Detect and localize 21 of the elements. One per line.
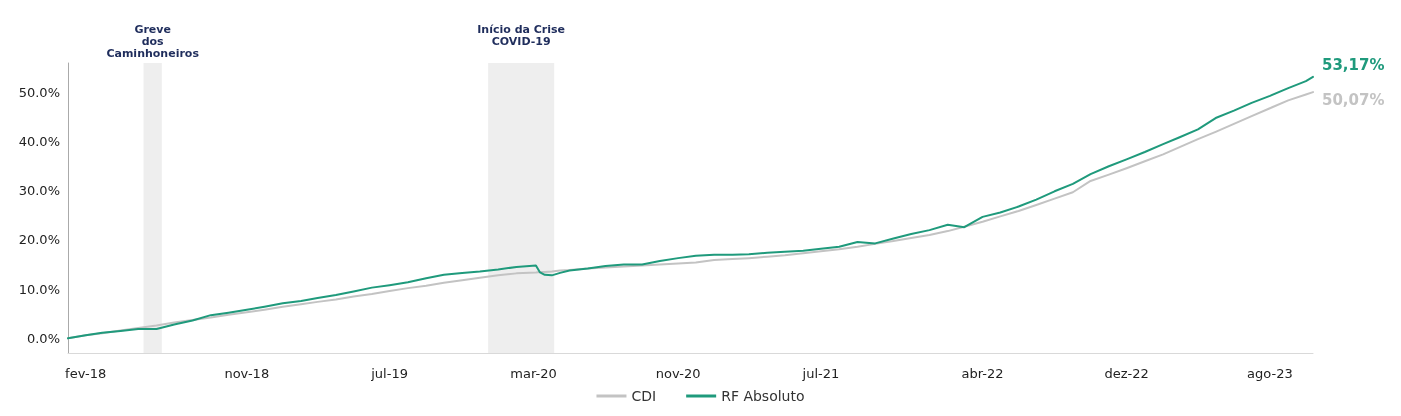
legend-label: RF Absoluto: [721, 388, 805, 404]
x-tick-label: abr-22: [961, 366, 1004, 381]
x-tick-label: jul-19: [370, 366, 408, 381]
y-tick-label: 50.0%: [18, 84, 60, 100]
y-tick-label: 0.0%: [26, 330, 60, 346]
band-label: Início da Crise COVID-19: [477, 22, 566, 48]
x-tick-label: nov-18: [224, 366, 270, 381]
x-tick-label: ago-23: [1247, 366, 1293, 381]
x-tick-label: jul-21: [801, 366, 840, 381]
data-label: 50,07%: [1322, 91, 1385, 110]
y-tick-label: 10.0%: [18, 281, 60, 297]
y-tick-label: 30.0%: [18, 183, 60, 199]
x-tick-label: mar-20: [510, 366, 557, 381]
x-tick-label: dez-22: [1104, 366, 1149, 381]
band-label: Greve dos Caminhoneiros: [106, 22, 200, 60]
legend-label: CDI: [631, 388, 657, 404]
y-tick-label: 20.0%: [18, 232, 60, 248]
x-tick-label: nov-20: [655, 366, 701, 381]
x-tick-label: fev-18: [65, 366, 107, 381]
data-label: 53,17%: [1322, 55, 1385, 74]
y-tick-label: 40.0%: [18, 134, 60, 150]
